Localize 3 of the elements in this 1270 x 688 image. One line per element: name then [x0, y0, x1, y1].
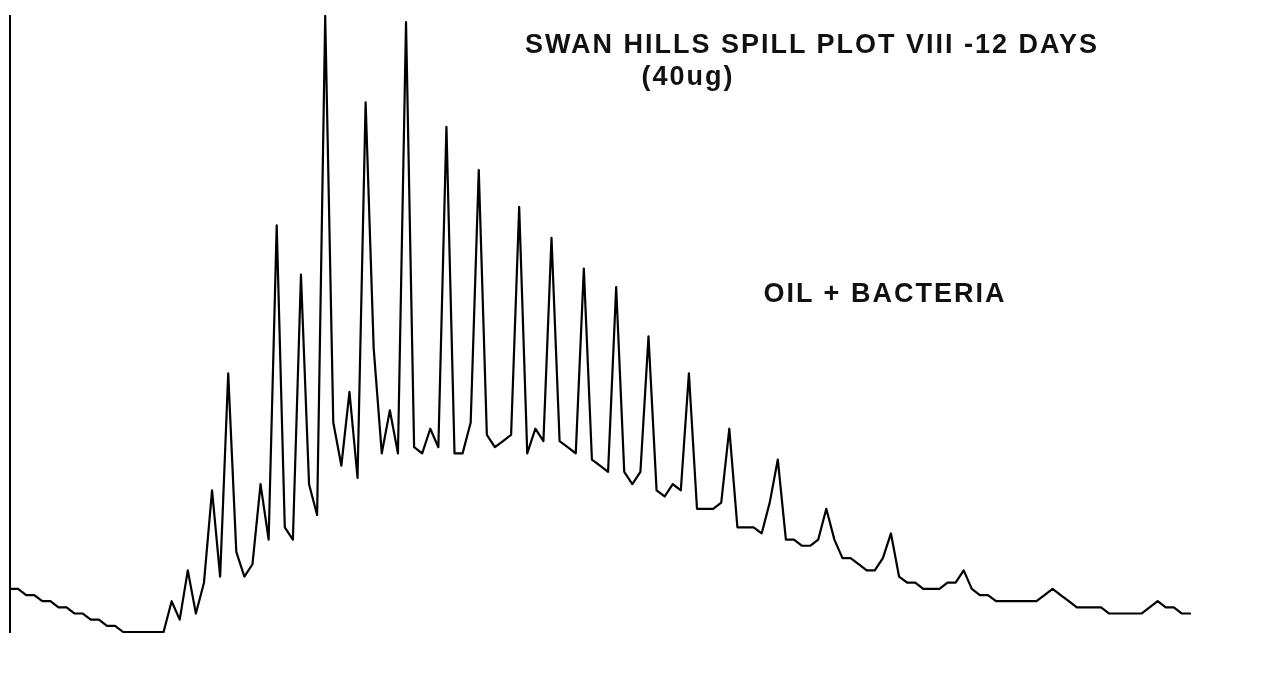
- text: SWAN HILLS SPILL PLOT VIII -12 DAYS: [524, 29, 1100, 60]
- text: (40ug): [641, 61, 735, 92]
- annotation: OIL + BACTERIA: [763, 278, 1007, 309]
